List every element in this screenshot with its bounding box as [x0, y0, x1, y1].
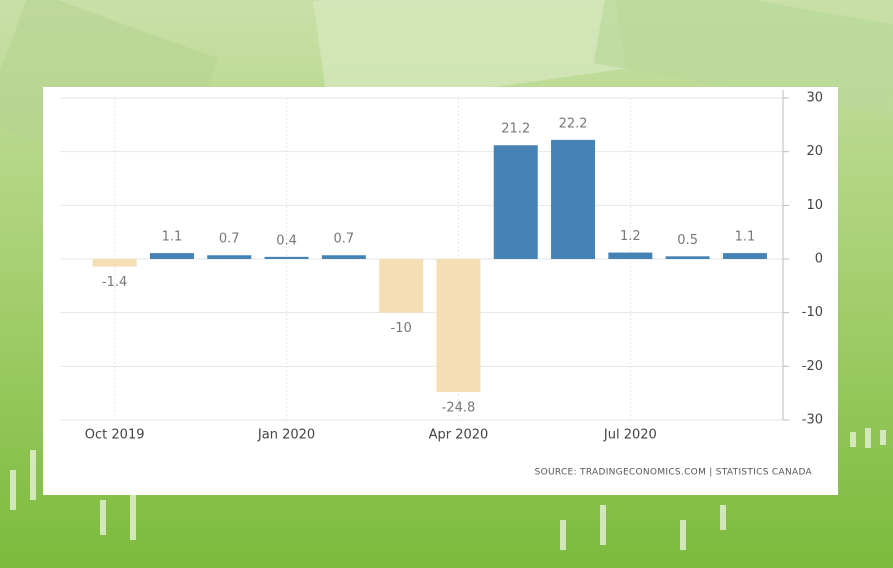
- bar: [493, 145, 538, 259]
- value-label: 0.7: [334, 232, 355, 247]
- y-tick-label: 10: [806, 198, 823, 213]
- y-tick-label: 30: [806, 91, 823, 106]
- value-label: 0.4: [276, 233, 297, 248]
- bar: [92, 259, 137, 267]
- value-label: -10: [391, 321, 412, 336]
- value-label: -1.4: [102, 275, 127, 290]
- bar: [264, 256, 309, 259]
- y-tick-label: -20: [802, 359, 823, 374]
- bar: [207, 255, 252, 259]
- value-label: -24.8: [442, 401, 476, 416]
- value-label: 1.1: [735, 230, 756, 245]
- y-tick-label: 0: [815, 252, 823, 267]
- bar: [551, 139, 596, 259]
- x-tick-label: Apr 2020: [429, 428, 489, 443]
- source-note: SOURCE: TRADINGECONOMICS.COM | STATISTIC…: [535, 468, 813, 478]
- bar: [608, 252, 653, 259]
- value-label: 22.2: [559, 116, 588, 131]
- y-tick-label: -30: [802, 413, 823, 428]
- value-label: 0.7: [219, 232, 240, 247]
- bar: [321, 255, 366, 259]
- bar: [436, 259, 481, 393]
- value-label: 21.2: [501, 122, 530, 137]
- x-tick-label: Oct 2019: [85, 428, 145, 443]
- bar: [379, 259, 424, 313]
- value-label: 1.2: [620, 229, 641, 244]
- value-label: 0.5: [677, 233, 698, 248]
- bar: [149, 253, 194, 259]
- y-tick-label: 20: [806, 144, 823, 159]
- bar: [722, 253, 767, 259]
- x-tick-label: Jan 2020: [257, 428, 315, 443]
- value-label: 1.1: [162, 230, 183, 245]
- x-tick-label: Jul 2020: [603, 428, 657, 443]
- y-tick-label: -10: [802, 305, 823, 320]
- bar: [665, 256, 710, 259]
